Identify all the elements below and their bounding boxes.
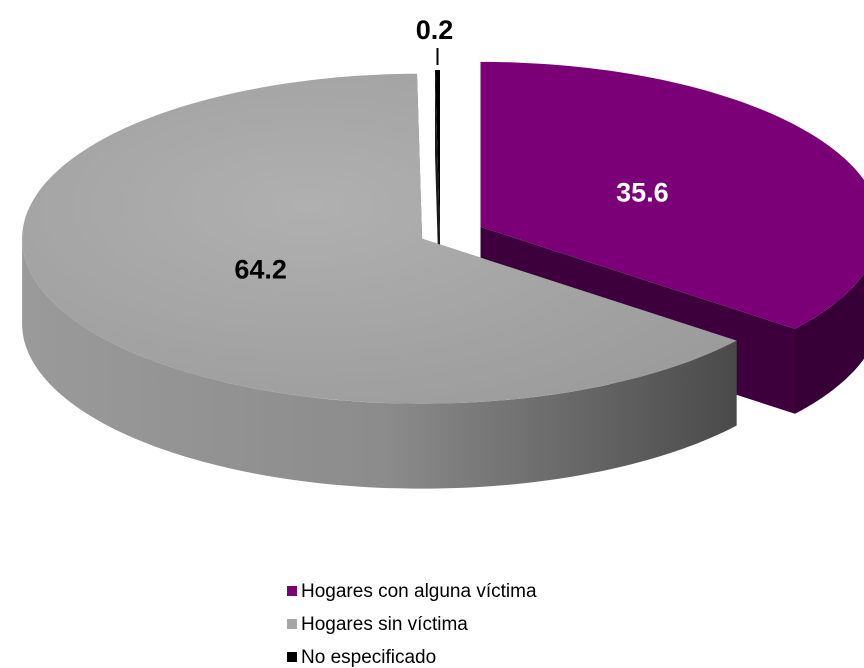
slice-side	[795, 273, 864, 414]
slice	[435, 70, 440, 235]
value-label: 35.6	[616, 178, 669, 208]
legend-label: Hogares con alguna víctima	[301, 581, 537, 602]
slice-side	[22, 238, 737, 489]
slice	[22, 73, 737, 404]
legend-swatch	[287, 652, 297, 662]
legend-swatch	[287, 586, 297, 596]
legend-label: Hogares sin víctima	[301, 614, 468, 635]
slice	[480, 61, 864, 329]
legend-swatch	[287, 619, 297, 629]
legend-label: No especificado	[301, 647, 436, 668]
value-label: 64.2	[234, 255, 287, 285]
value-label: 0.2	[416, 15, 454, 45]
